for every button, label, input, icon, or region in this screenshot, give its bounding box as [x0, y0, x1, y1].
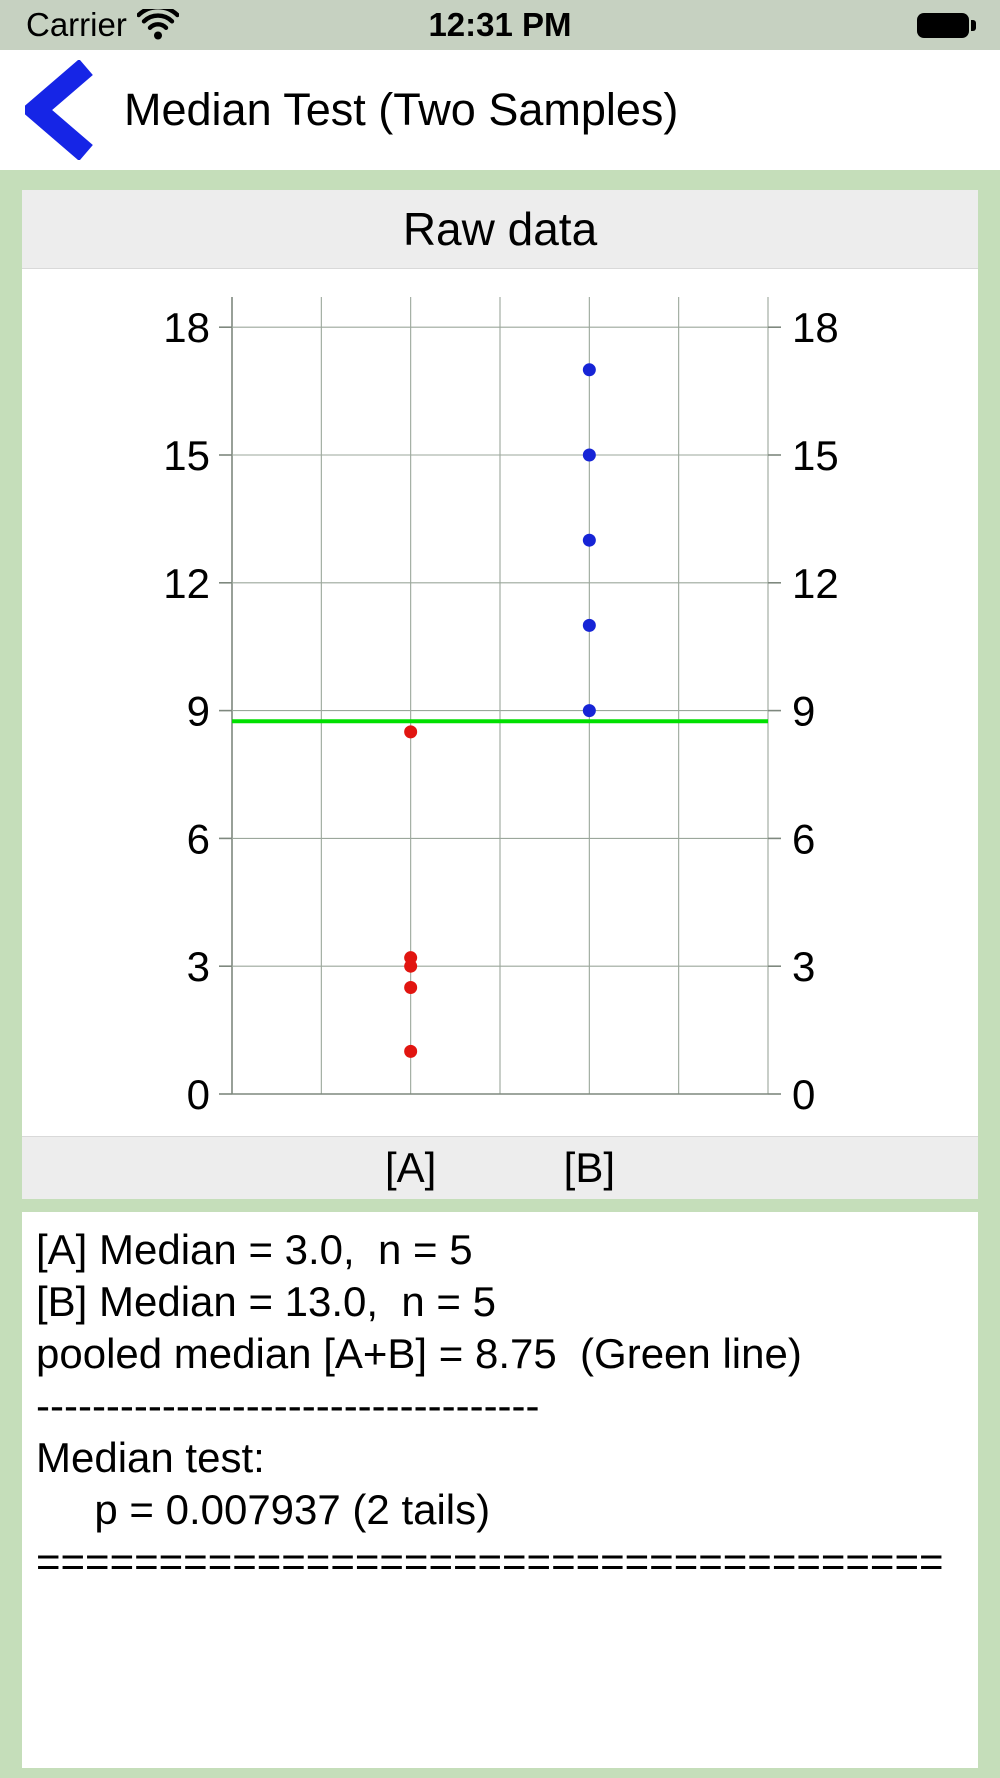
content-area: Raw data 0 0 3 3 6 6 9 9 12 12 15 15 18 18 [A] [B] [A]… — [0, 170, 1000, 1778]
result-line: pooled median [A+B] = 8.75 (Green line) — [36, 1330, 802, 1377]
page-title: Median Test (Two Samples) — [124, 84, 679, 135]
y-axis-label-right: 15 — [792, 432, 839, 479]
y-axis-label-left: 0 — [187, 1071, 210, 1118]
status-right — [917, 12, 976, 38]
result-line: [A] Median = 3.0, n = 5 — [36, 1226, 473, 1273]
scatter-plot: 0 0 3 3 6 6 9 9 12 12 15 15 18 18 — [163, 297, 839, 1118]
plot-region: 0 0 3 3 6 6 9 9 12 12 15 15 18 18 — [22, 269, 978, 1136]
y-axis-label-right: 6 — [792, 815, 815, 862]
y-axis-label-right: 12 — [792, 560, 839, 607]
battery-icon — [917, 12, 976, 38]
y-axis-label-right: 0 — [792, 1071, 815, 1118]
back-button[interactable] — [18, 58, 102, 162]
y-axis-label-left: 18 — [163, 304, 210, 351]
battery-tip — [971, 19, 976, 31]
y-axis-label-left: 15 — [163, 432, 210, 479]
y-axis-label-left: 6 — [187, 815, 210, 862]
nav-bar: Median Test (Two Samples) — [0, 50, 1000, 170]
data-point — [404, 1044, 418, 1058]
result-line: ===================================== — [36, 1538, 944, 1585]
x-axis-label: [B] — [563, 1144, 616, 1191]
data-point — [404, 981, 418, 994]
status-time: 12:31 PM — [428, 6, 572, 43]
status-bar: Carrier 12:31 PM — [0, 0, 1000, 50]
data-point — [582, 363, 596, 377]
y-axis-label-right: 18 — [792, 304, 839, 351]
back-chevron-icon — [25, 60, 93, 160]
y-axis-label-left: 9 — [187, 688, 210, 735]
y-axis-label-left: 3 — [187, 943, 210, 990]
y-axis-label-right: 9 — [792, 688, 815, 735]
carrier-label: Carrier — [26, 6, 127, 43]
result-line: p = 0.007937 (2 tails) — [36, 1486, 491, 1533]
status-left: Carrier — [26, 6, 179, 44]
result-line: Median test: — [36, 1434, 265, 1481]
x-axis-label: [A] — [384, 1144, 437, 1191]
data-point — [582, 448, 596, 462]
data-point — [582, 533, 596, 547]
data-point — [404, 951, 418, 965]
chart-card: Raw data 0 0 3 3 6 6 9 9 12 12 15 15 18 18 [A] [B] — [22, 190, 978, 1199]
result-line: ------------------------------------ — [36, 1382, 540, 1429]
wifi-icon — [136, 9, 179, 40]
data-point — [582, 618, 596, 632]
y-axis-label-right: 3 — [792, 943, 815, 990]
chart-title: Raw data — [22, 190, 978, 269]
results-card: [A] Median = 3.0, n = 5 [B] Median = 13.0… — [22, 1212, 978, 1768]
data-point — [404, 725, 418, 739]
y-axis-label-left: 12 — [163, 560, 210, 607]
x-axis-strip: [A] [B] — [22, 1136, 978, 1199]
battery-body — [917, 12, 969, 38]
result-line: [B] Median = 13.0, n = 5 — [36, 1278, 496, 1325]
data-point — [582, 704, 596, 718]
